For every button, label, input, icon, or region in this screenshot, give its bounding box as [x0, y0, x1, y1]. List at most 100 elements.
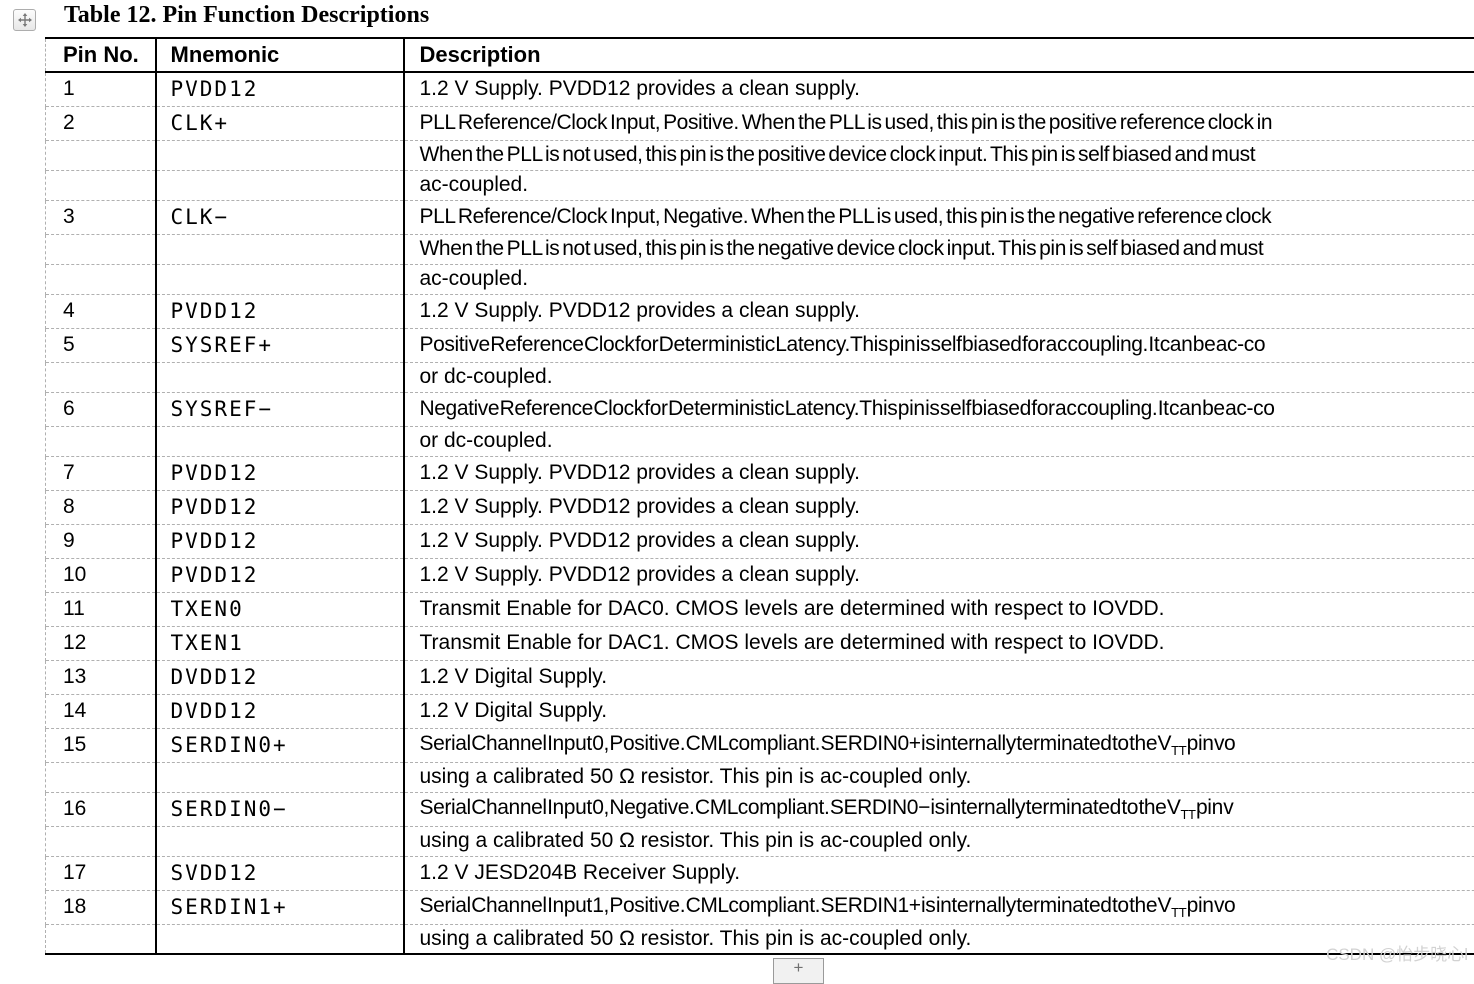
- description-cell: 1.2 V Supply. PVDD12 provides a clean su…: [404, 558, 1474, 592]
- pin-cell: [46, 826, 156, 856]
- description-cell: Serial Channel Input 0, Negative. CML co…: [404, 792, 1474, 826]
- pin-cell: 8: [46, 490, 156, 524]
- mnemonic-cell: [156, 826, 404, 856]
- pin-cell: 15: [46, 728, 156, 762]
- mnemonic-cell: [156, 762, 404, 792]
- mnemonic-cell: [156, 426, 404, 456]
- description-cell: Serial Channel Input 1, Positive. CML co…: [404, 890, 1474, 924]
- pin-cell: 17: [46, 856, 156, 890]
- description-cell: ac-coupled.: [404, 170, 1474, 200]
- mnemonic-cell: TXEN1: [156, 626, 404, 660]
- mnemonic-cell: SERDIN0−: [156, 792, 404, 826]
- description-cell: PLL Reference/Clock Input, Negative. Whe…: [404, 200, 1474, 234]
- description-cell: Negative Reference Clock for Determinist…: [404, 392, 1474, 426]
- pin-cell: [46, 426, 156, 456]
- description-cell: using a calibrated 50 Ω resistor. This p…: [404, 826, 1474, 856]
- table-handle-partial[interactable]: +: [773, 958, 824, 984]
- mnemonic-cell: TXEN0: [156, 592, 404, 626]
- mnemonic-cell: DVDD12: [156, 694, 404, 728]
- mnemonic-cell: DVDD12: [156, 660, 404, 694]
- pin-cell: 13: [46, 660, 156, 694]
- pin-cell: [46, 140, 156, 170]
- description-cell: When the PLL is not used, this pin is th…: [404, 234, 1474, 264]
- table-row: When the PLL is not used, this pin is th…: [46, 140, 1474, 170]
- table-row: using a calibrated 50 Ω resistor. This p…: [46, 762, 1474, 792]
- col-header-description: Description: [404, 38, 1474, 72]
- pin-cell: [46, 762, 156, 792]
- description-cell: or dc-coupled.: [404, 426, 1474, 456]
- mnemonic-cell: PVDD12: [156, 490, 404, 524]
- mnemonic-cell: SVDD12: [156, 856, 404, 890]
- description-cell: 1.2 V Digital Supply.: [404, 660, 1474, 694]
- pin-cell: 3: [46, 200, 156, 234]
- pin-cell: 10: [46, 558, 156, 592]
- mnemonic-cell: [156, 234, 404, 264]
- description-cell: using a calibrated 50 Ω resistor. This p…: [404, 762, 1474, 792]
- mnemonic-cell: [156, 170, 404, 200]
- mnemonic-cell: PVDD12: [156, 294, 404, 328]
- description-cell: or dc-coupled.: [404, 362, 1474, 392]
- mnemonic-cell: CLK−: [156, 200, 404, 234]
- mnemonic-cell: [156, 924, 404, 954]
- mnemonic-cell: [156, 140, 404, 170]
- mnemonic-cell: PVDD12: [156, 558, 404, 592]
- table-row: using a calibrated 50 Ω resistor. This p…: [46, 826, 1474, 856]
- pin-cell: 5: [46, 328, 156, 362]
- table-row: ac-coupled.: [46, 264, 1474, 294]
- pin-cell: 9: [46, 524, 156, 558]
- description-cell: using a calibrated 50 Ω resistor. This p…: [404, 924, 1474, 954]
- mnemonic-cell: PVDD12: [156, 524, 404, 558]
- mnemonic-cell: [156, 362, 404, 392]
- pin-cell: 7: [46, 456, 156, 490]
- mnemonic-cell: SYSREF+: [156, 328, 404, 362]
- col-header-mnemonic: Mnemonic: [156, 38, 404, 72]
- mnemonic-cell: SERDIN0+: [156, 728, 404, 762]
- pin-cell: [46, 264, 156, 294]
- table-row: ac-coupled.: [46, 170, 1474, 200]
- pin-cell: 4: [46, 294, 156, 328]
- description-cell: 1.2 V Digital Supply.: [404, 694, 1474, 728]
- pin-cell: 2: [46, 106, 156, 140]
- mnemonic-cell: SYSREF−: [156, 392, 404, 426]
- pin-cell: 18: [46, 890, 156, 924]
- move-table-icon: [18, 13, 32, 27]
- pin-cell: 1: [46, 72, 156, 106]
- description-cell: 1.2 V Supply. PVDD12 provides a clean su…: [404, 294, 1474, 328]
- table-row: When the PLL is not used, this pin is th…: [46, 234, 1474, 264]
- description-cell: Serial Channel Input 0, Positive. CML co…: [404, 728, 1474, 762]
- table-move-handle[interactable]: [13, 9, 36, 31]
- mnemonic-cell: PVDD12: [156, 456, 404, 490]
- description-cell: 1.2 V Supply. PVDD12 provides a clean su…: [404, 490, 1474, 524]
- description-cell: Transmit Enable for DAC0. CMOS levels ar…: [404, 592, 1474, 626]
- table-row: using a calibrated 50 Ω resistor. This p…: [46, 924, 1474, 954]
- description-cell: Transmit Enable for DAC1. CMOS levels ar…: [404, 626, 1474, 660]
- description-cell: Positive Reference Clock for Determinist…: [404, 328, 1474, 362]
- col-header-pin-no: Pin No.: [46, 38, 156, 72]
- table-row: or dc-coupled.: [46, 426, 1474, 456]
- description-cell: 1.2 V Supply. PVDD12 provides a clean su…: [404, 72, 1474, 106]
- pin-cell: [46, 234, 156, 264]
- mnemonic-cell: [156, 264, 404, 294]
- mnemonic-cell: PVDD12: [156, 72, 404, 106]
- csdn-watermark: CSDN @怡步晓心l: [1326, 940, 1468, 965]
- header-row: Pin No. Mnemonic Description: [46, 38, 1474, 72]
- description-cell: ac-coupled.: [404, 264, 1474, 294]
